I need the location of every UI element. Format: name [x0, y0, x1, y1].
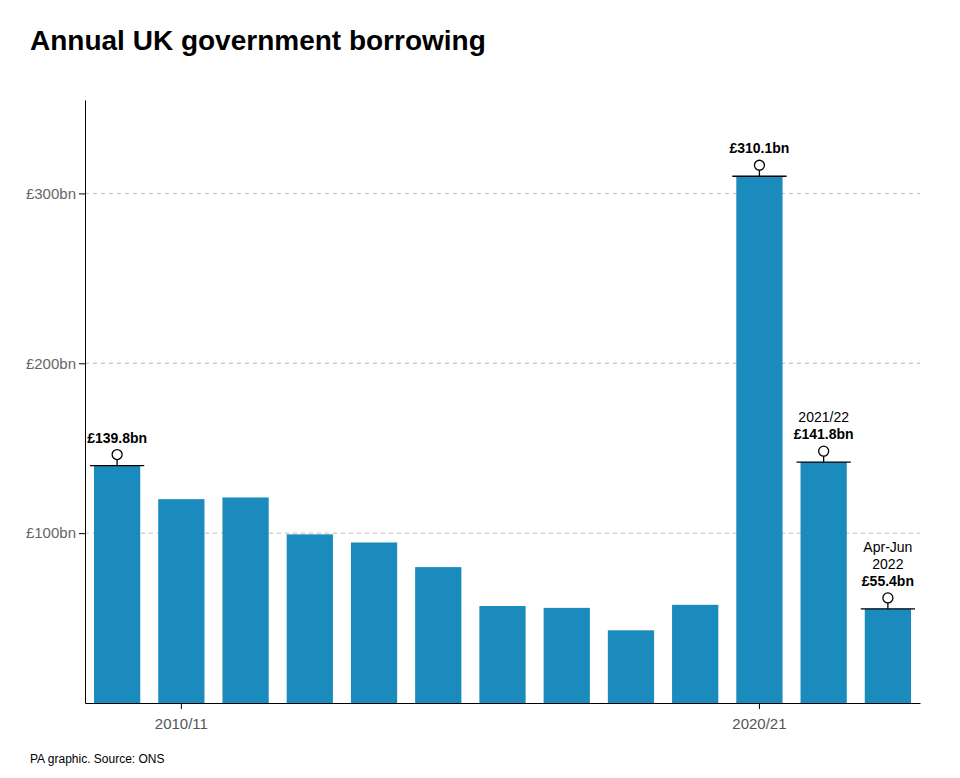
y-tick-mark — [79, 533, 85, 534]
callout-circle — [883, 593, 893, 603]
callout-stem — [887, 603, 888, 609]
source: PA graphic. Source: ONS — [30, 752, 165, 766]
y-tick: £300bn — [26, 185, 85, 202]
y-tick-label: £200bn — [26, 355, 76, 372]
y-tick: £200bn — [26, 355, 85, 372]
bar — [544, 608, 590, 703]
bar — [94, 466, 140, 703]
bar — [479, 606, 525, 703]
x-tick-label: 2010/11 — [155, 715, 208, 732]
y-tick-mark — [79, 363, 85, 364]
callout-stem — [759, 170, 760, 176]
y-axis: £100bn £200bn £300bn — [26, 101, 86, 704]
bar — [672, 605, 718, 703]
bar — [736, 176, 782, 703]
chart: Annual UK government borrowing £100bn £200… — [0, 0, 960, 778]
annotations: £139.8bn £310.1bn £141.8bn2021/22 £55.4bnAp… — [87, 140, 915, 609]
bar — [351, 542, 397, 703]
x-tick: 2010/11 — [155, 703, 208, 732]
callout-circle — [112, 450, 122, 460]
annotation: Apr-Jun2022 — [863, 539, 912, 572]
x-tick-mark — [181, 703, 182, 709]
title: Annual UK government borrowing — [30, 25, 486, 56]
callout-stem — [116, 460, 117, 466]
grid-line — [85, 193, 920, 194]
callout-stem — [823, 456, 824, 462]
x-tick-label: 2020/21 — [732, 715, 786, 732]
x-tick: 2020/21 — [732, 703, 786, 732]
bar — [801, 462, 847, 703]
grid-line — [85, 363, 920, 364]
bar — [222, 497, 268, 703]
data-label: £55.4bn — [862, 573, 914, 589]
grid — [85, 193, 920, 533]
y-tick-label: £100bn — [26, 524, 76, 541]
data-label: £139.8bn — [87, 430, 147, 446]
y-axis-line — [85, 101, 86, 704]
y-tick-label: £300bn — [26, 185, 76, 202]
y-tick-mark — [79, 193, 85, 194]
data-label: £141.8bn — [794, 426, 854, 442]
plot: £100bn £200bn £300bn 2010/11 2020/21 £139.8bn… — [26, 101, 921, 732]
bar — [865, 609, 911, 703]
x-axis: 2010/11 2020/21 — [86, 703, 921, 732]
annotation: 2021/22 — [798, 409, 849, 425]
bar — [415, 567, 461, 703]
bar — [608, 630, 654, 703]
grid-line — [85, 533, 920, 534]
bar — [158, 499, 204, 703]
bar — [287, 534, 333, 703]
x-axis-line — [86, 703, 921, 704]
x-tick-mark — [759, 703, 760, 709]
data-label: £310.1bn — [729, 140, 789, 156]
bars — [94, 176, 911, 703]
callout-circle — [754, 160, 764, 170]
callout-circle — [819, 446, 829, 456]
y-tick: £100bn — [26, 524, 85, 541]
